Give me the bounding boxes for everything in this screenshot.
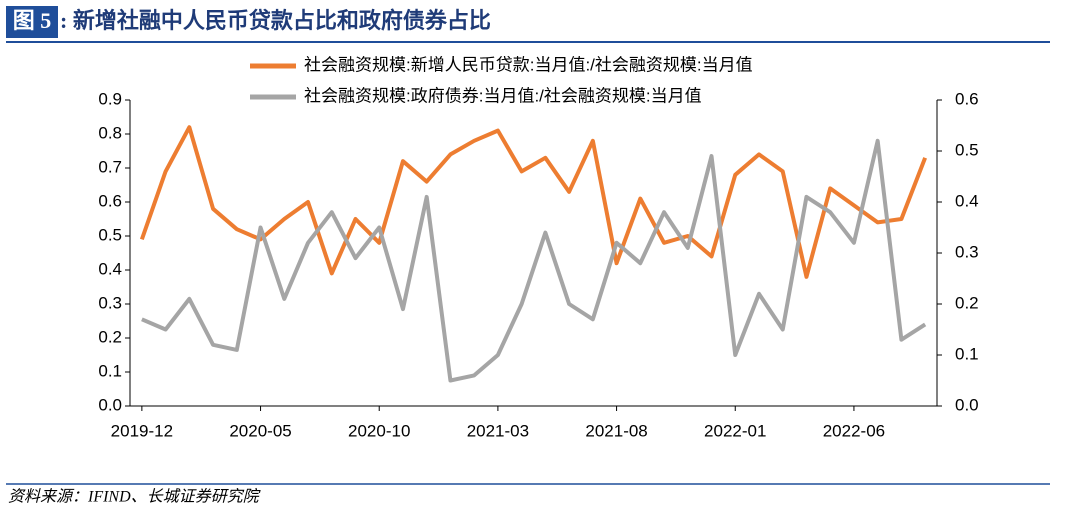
y-tick-label: 0.9 <box>98 89 122 108</box>
x-tick-label: 2022-01 <box>704 421 766 440</box>
y-tick-label: 0.3 <box>955 242 979 261</box>
y-tick-label: 0.5 <box>955 140 979 159</box>
figure-label: 图 5 <box>13 8 52 33</box>
y-tick-label: 0.6 <box>955 89 979 108</box>
series-line <box>141 138 927 383</box>
y-tick-label: 0.8 <box>98 123 122 142</box>
x-tick-label: 2022-06 <box>823 421 885 440</box>
legend-label: 社会融资规模:政府债券:当月值:/社会融资规模:当月值 <box>304 86 702 105</box>
y-tick-label: 0.6 <box>98 191 122 210</box>
y-tick-label: 0.0 <box>98 395 122 414</box>
y-tick-label: 0.2 <box>955 293 979 312</box>
source: 资料来源：IFIND、长城证券研究院 <box>8 488 262 506</box>
y-tick-label: 0.1 <box>98 361 122 380</box>
x-tick-label: 2021-08 <box>585 421 647 440</box>
figure-label-box <box>6 6 58 38</box>
x-tick-label: 2020-05 <box>229 421 291 440</box>
legend-label: 社会融资规模:新增人民币贷款:当月值:/社会融资规模:当月值 <box>304 55 753 74</box>
y-tick-label: 0.0 <box>955 395 979 414</box>
x-tick-label: 2020-10 <box>348 421 410 440</box>
y-tick-label: 0.4 <box>98 259 122 278</box>
y-tick-label: 0.3 <box>98 293 122 312</box>
y-tick-label: 0.1 <box>955 344 979 363</box>
y-tick-label: 0.4 <box>955 191 979 210</box>
x-tick-label: 2019-12 <box>111 421 173 440</box>
chart-title: : 新增社融中人民币贷款占比和政府债券占比 <box>60 8 491 33</box>
y-tick-label: 0.7 <box>98 157 122 176</box>
y-tick-label: 0.5 <box>98 225 122 244</box>
y-tick-label: 0.2 <box>98 327 122 346</box>
series-line <box>139 125 927 279</box>
x-tick-label: 2021-03 <box>467 421 529 440</box>
